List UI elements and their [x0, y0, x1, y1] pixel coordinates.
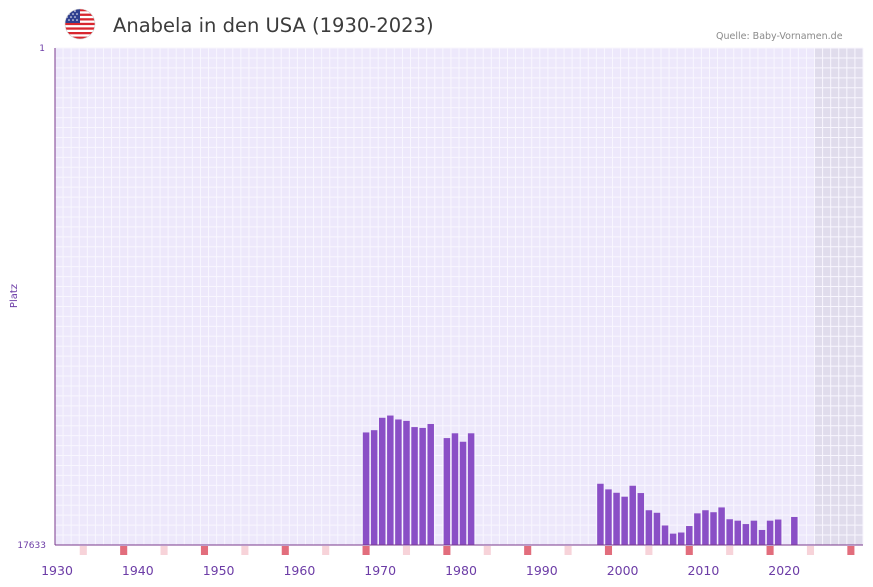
decade-marker — [362, 546, 370, 555]
x-tick-label: 2000 — [607, 563, 639, 578]
bar — [710, 512, 717, 545]
x-tick-label: 1960 — [283, 563, 315, 578]
y-tick-label: 17633 — [17, 541, 46, 551]
y-tick-label: 1 — [39, 44, 45, 54]
half-decade-marker — [402, 546, 411, 555]
half-decade-marker — [564, 546, 572, 555]
bar — [387, 415, 394, 545]
half-decade-marker — [322, 546, 330, 555]
half-decade-marker — [806, 546, 815, 555]
bar — [605, 489, 612, 545]
bar — [411, 427, 418, 545]
half-decade-marker — [483, 546, 491, 555]
half-decade-marker — [726, 546, 734, 555]
decade-marker — [524, 546, 532, 555]
x-tick-label: 1950 — [203, 563, 235, 578]
bar — [467, 433, 475, 545]
bar — [370, 430, 378, 545]
y-axis-label: Platz — [9, 284, 20, 308]
bar — [677, 532, 685, 545]
bar — [742, 524, 750, 545]
bar — [613, 492, 620, 545]
bar — [629, 485, 636, 545]
decade-marker — [281, 546, 289, 555]
bar — [694, 513, 701, 545]
bar — [686, 526, 693, 545]
decade-marker — [685, 546, 693, 555]
bar — [718, 507, 725, 545]
bar — [750, 520, 758, 545]
bar — [403, 420, 410, 545]
bar — [451, 433, 459, 545]
bar — [443, 438, 451, 545]
x-tick-label: 2020 — [768, 563, 800, 578]
x-tick-label: 1970 — [364, 563, 396, 578]
bar — [669, 533, 677, 545]
bar — [726, 519, 733, 545]
half-decade-marker — [241, 546, 249, 555]
x-tick-label: 1930 — [41, 563, 73, 578]
decade-marker — [443, 546, 451, 555]
x-tick-label: 1990 — [526, 563, 558, 578]
x-tick-label: 1940 — [122, 563, 154, 578]
bar — [637, 493, 645, 545]
bar — [395, 419, 402, 545]
bar — [661, 525, 669, 545]
bar — [766, 520, 774, 545]
us-flag-icon — [64, 8, 96, 40]
decade-marker — [847, 546, 855, 555]
decade-marker — [120, 546, 128, 555]
half-decade-marker — [160, 546, 168, 555]
bar — [459, 441, 467, 545]
decade-marker — [604, 546, 613, 555]
bar — [758, 529, 766, 545]
bar — [734, 520, 741, 545]
bar — [621, 496, 628, 545]
bar — [362, 432, 370, 545]
chart-title: Anabela in den USA (1930-2023) — [113, 14, 434, 37]
bar — [702, 510, 709, 545]
half-decade-marker — [79, 546, 87, 555]
bar — [774, 519, 782, 545]
bar — [597, 483, 604, 545]
bar — [427, 423, 434, 545]
bar — [379, 417, 386, 545]
bar — [791, 517, 798, 545]
bar — [645, 510, 653, 545]
decade-marker — [766, 546, 774, 555]
bar — [653, 512, 661, 545]
decade-marker — [200, 546, 209, 555]
source-credit: Quelle: Baby-Vornamen.de — [716, 31, 843, 42]
half-decade-marker — [645, 546, 653, 555]
x-tick-label: 1980 — [445, 563, 477, 578]
bar — [419, 427, 426, 545]
x-tick-label: 2010 — [687, 563, 719, 578]
